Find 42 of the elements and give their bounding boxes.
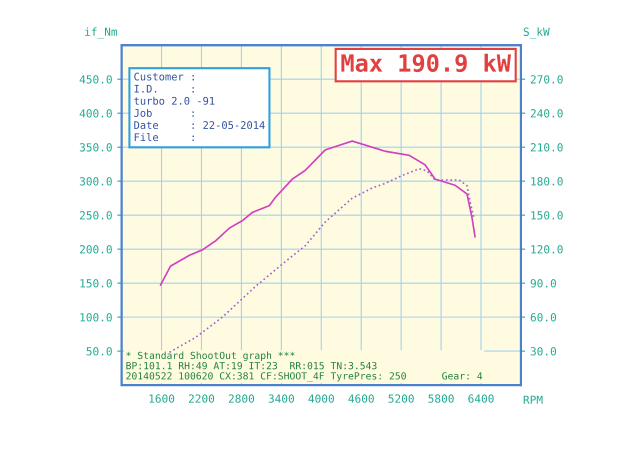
y-tick-label: 350.0 bbox=[80, 143, 112, 152]
line-series bbox=[160, 140, 476, 286]
annotation: 20140522 100620 CX:381 CF:SHOOT_4F TyrePres: 250 Gear: 4 bbox=[126, 372, 482, 382]
annotation: Job : bbox=[134, 108, 194, 117]
y2-tick-label: 270.0 bbox=[530, 75, 563, 84]
annotation: * Standard ShootOut graph *** bbox=[126, 352, 295, 362]
y2-tick-label: 120.0 bbox=[531, 245, 563, 254]
x-tick-label: 4000 bbox=[308, 394, 334, 403]
y2-tick-label: 150.0 bbox=[531, 211, 563, 220]
y-tick-label: 200.0 bbox=[80, 245, 112, 254]
annotation: Date : 22-05-2014 bbox=[134, 121, 265, 130]
line-series bbox=[168, 168, 475, 354]
annotation: BP:101.1 RH:49 AT:19 IT:23 RR:015 TN:3.543 bbox=[126, 362, 377, 370]
x-tick-label: 5800 bbox=[428, 394, 454, 403]
y-tick-label: 100.0 bbox=[80, 313, 112, 322]
annotation: Customer : bbox=[134, 72, 194, 81]
y2-tick-label: 30.0 bbox=[530, 347, 556, 356]
y2-tick-label: 180.0 bbox=[531, 177, 563, 186]
y2-axis-title: S_kW bbox=[524, 27, 550, 38]
chart-title: Max 190.9 kW bbox=[341, 54, 511, 72]
x-tick-label: 1600 bbox=[149, 394, 174, 403]
x-tick-label: 5200 bbox=[388, 394, 414, 403]
x-axis-title: RPM bbox=[524, 396, 543, 404]
annotation: File : bbox=[134, 133, 194, 142]
x-tick-label: 2800 bbox=[228, 394, 254, 403]
x-tick-label: 2200 bbox=[188, 394, 214, 403]
y2-tick-label: 60.0 bbox=[530, 313, 556, 322]
annotation: I.D. : bbox=[134, 84, 194, 92]
x-tick-label: 3400 bbox=[268, 394, 294, 403]
y-tick-label: 150.0 bbox=[80, 279, 112, 288]
y-tick-label: 450.0 bbox=[80, 75, 112, 84]
annotation: turbo 2.0 -91 bbox=[134, 96, 214, 105]
y-tick-label: 300.0 bbox=[80, 177, 112, 186]
y2-tick-label: 90.0 bbox=[530, 279, 556, 288]
y-tick-label: 400.0 bbox=[80, 109, 112, 118]
y-tick-label: 50.0 bbox=[86, 347, 112, 356]
y2-tick-label: 240.0 bbox=[530, 109, 563, 118]
x-tick-label: 6400 bbox=[468, 394, 494, 403]
y-tick-label: 250.0 bbox=[80, 211, 112, 220]
x-tick-label: 4600 bbox=[348, 394, 374, 403]
y2-tick-label: 210.0 bbox=[530, 143, 563, 152]
y-axis-title: if_Nm bbox=[85, 27, 118, 38]
